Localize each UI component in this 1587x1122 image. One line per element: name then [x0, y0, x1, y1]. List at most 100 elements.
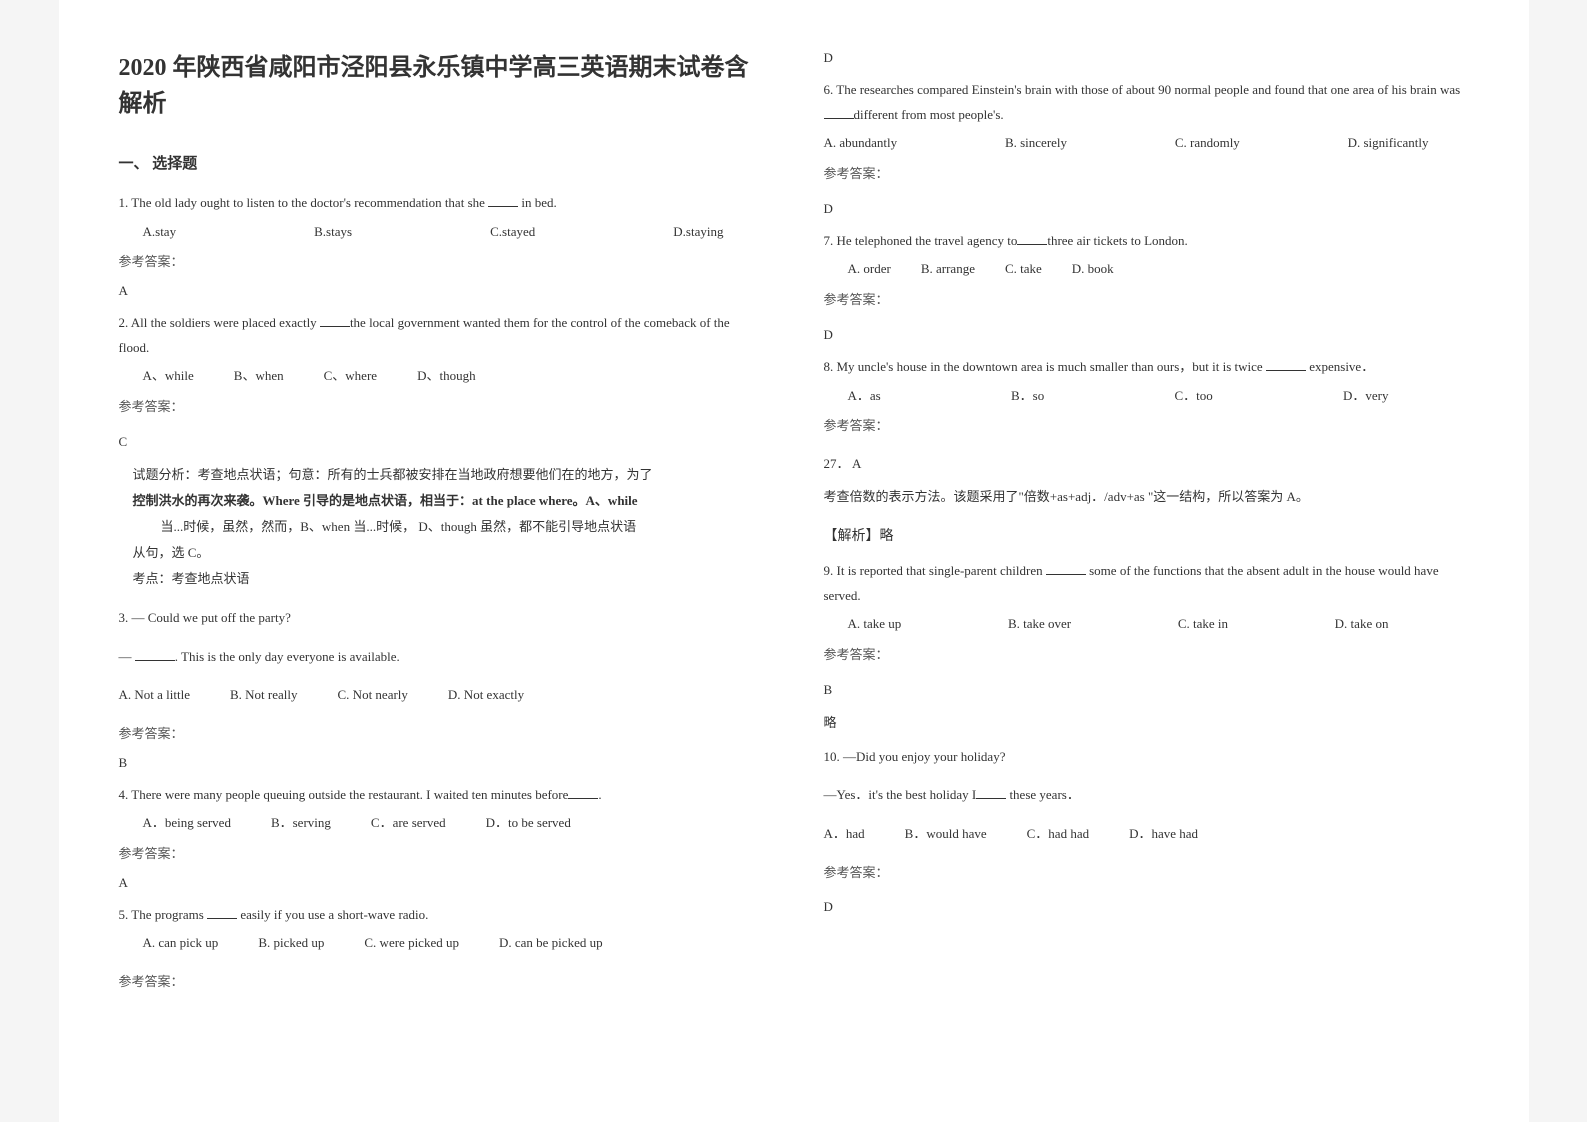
options: A、while B、when C、where D、though — [119, 364, 764, 389]
answer-7: D — [824, 327, 1469, 343]
answer-label: 参考答案： — [119, 395, 764, 420]
option-b: B. arrange — [921, 257, 975, 282]
text-pre: 5. The programs — [119, 907, 208, 922]
text-post: three air tickets to London. — [1047, 233, 1187, 248]
text-pre: 2. All the soldiers were placed exactly — [119, 315, 320, 330]
analysis-line: 试题分析：考查地点状语；句意：所有的士兵都被安排在当地政府想要他们在的地方，为了 — [133, 462, 764, 488]
answer-label: 参考答案： — [824, 414, 1469, 439]
option-c: C.stayed — [490, 220, 535, 245]
option-d: D. take on — [1335, 612, 1389, 637]
option-d: D. book — [1072, 257, 1114, 282]
analysis-2: 试题分析：考查地点状语；句意：所有的士兵都被安排在当地政府想要他们在的地方，为了… — [119, 462, 764, 592]
option-c: C．are served — [371, 811, 446, 836]
blank — [1046, 574, 1086, 575]
answer-9: B — [824, 682, 1469, 698]
option-b: B. picked up — [258, 931, 324, 956]
option-b: B. Not really — [230, 683, 298, 708]
answer-3: B — [119, 755, 764, 771]
text-pre: 6. The researches compared Einstein's br… — [824, 82, 1461, 97]
text-post: expensive． — [1306, 359, 1374, 374]
option-d: D．to be served — [486, 811, 571, 836]
question-1: 1. The old lady ought to listen to the d… — [119, 191, 764, 275]
question-text: 7. He telephoned the travel agency to thr… — [824, 229, 1469, 254]
text-pre: — — [119, 649, 135, 664]
question-3: 3. — Could we put off the party? — . Thi… — [119, 606, 764, 747]
options: A．had B．would have C．had had D．have had — [824, 822, 1469, 847]
option-b: B．serving — [271, 811, 331, 836]
option-c: C、where — [324, 364, 377, 389]
options: A. take up B. take over C. take in D. ta… — [824, 612, 1469, 637]
question-text: 9. It is reported that single-parent chi… — [824, 559, 1469, 608]
explanation-9: 略 — [824, 712, 1469, 731]
options: A. can pick up B. picked up C. were pick… — [119, 931, 764, 956]
option-c: C. take — [1005, 257, 1042, 282]
explanation-8: 考查倍数的表示方法。该题采用了"倍数+as+adj．/adv+as "这一结构，… — [824, 486, 1469, 505]
options: A. Not a little B. Not really C. Not nea… — [119, 683, 764, 708]
question-text-2: —Yes．it's the best holiday I these years… — [824, 783, 1469, 808]
option-b: B. take over — [1008, 612, 1071, 637]
options: A. abundantly B. sincerely C. randomly D… — [824, 131, 1469, 156]
option-a: A．as — [848, 384, 881, 409]
options: A. order B. arrange C. take D. book — [824, 257, 1469, 282]
analysis-line: 当...时候，虽然，然而，B、when 当...时候， D、though 虽然，… — [133, 514, 764, 540]
text-pre: 9. It is reported that single-parent chi… — [824, 563, 1046, 578]
option-d: D. Not exactly — [448, 683, 524, 708]
option-a: A．being served — [143, 811, 231, 836]
option-b: B．would have — [905, 822, 987, 847]
question-6: 6. The researches compared Einstein's br… — [824, 78, 1469, 187]
analysis-line: 考点：考查地点状语 — [133, 566, 764, 592]
options: A.stay B.stays C.stayed D.staying — [119, 220, 764, 245]
question-2: 2. All the soldiers were placed exactly … — [119, 311, 764, 420]
option-d: D．have had — [1129, 822, 1198, 847]
answer-8: 27． A — [824, 453, 1469, 472]
option-c: C. were picked up — [364, 931, 459, 956]
question-text: 1. The old lady ought to listen to the d… — [119, 191, 764, 216]
blank — [488, 206, 518, 207]
question-text-2: — . This is the only day everyone is ava… — [119, 645, 764, 670]
text-pre: 7. He telephoned the travel agency to — [824, 233, 1018, 248]
option-d: D. can be picked up — [499, 931, 603, 956]
answer-label: 参考答案： — [119, 970, 764, 995]
option-c: C．too — [1174, 384, 1212, 409]
answer-4: A — [119, 875, 764, 891]
bold-text: 控制洪水的再次来袭。Where 引导的是地点状语，相当于：at the plac… — [133, 493, 638, 508]
text-post: . — [598, 787, 601, 802]
text-pre: 8. My uncle's house in the downtown area… — [824, 359, 1266, 374]
question-text-1: 3. — Could we put off the party? — [119, 606, 764, 631]
option-c: C. Not nearly — [338, 683, 408, 708]
option-a: A.stay — [143, 220, 177, 245]
analysis-line: 控制洪水的再次来袭。Where 引导的是地点状语，相当于：at the plac… — [133, 488, 764, 514]
question-text: 2. All the soldiers were placed exactly … — [119, 311, 764, 360]
question-text: 5. The programs easily if you use a shor… — [119, 903, 764, 928]
option-c: C. randomly — [1175, 131, 1240, 156]
blank — [976, 798, 1006, 799]
option-a: A. abundantly — [824, 131, 898, 156]
option-a: A. Not a little — [119, 683, 191, 708]
text-post: these years． — [1006, 787, 1080, 802]
answer-5: D — [824, 50, 1469, 66]
option-d: D．very — [1343, 384, 1389, 409]
blank — [135, 660, 175, 661]
blank — [1017, 244, 1047, 245]
answer-label: 参考答案： — [119, 842, 764, 867]
question-9: 9. It is reported that single-parent chi… — [824, 559, 1469, 668]
option-b: B.stays — [314, 220, 352, 245]
question-10: 10. —Did you enjoy your holiday? —Yes．it… — [824, 745, 1469, 886]
analysis-line: 从句，选 C。 — [133, 540, 764, 566]
option-c: C. take in — [1178, 612, 1228, 637]
options: A．being served B．serving C．are served D．… — [119, 811, 764, 836]
option-a: A. order — [848, 257, 891, 282]
text-pre: 4. There were many people queuing outsid… — [119, 787, 569, 802]
text-pre: —Yes．it's the best holiday I — [824, 787, 977, 802]
question-text: 8. My uncle's house in the downtown area… — [824, 355, 1469, 380]
option-a: A、while — [143, 364, 194, 389]
blank — [1266, 370, 1306, 371]
page: 2020 年陕西省咸阳市泾阳县永乐镇中学高三英语期末试卷含解析 一、 选择题 1… — [59, 0, 1529, 1122]
option-d: D、though — [417, 364, 476, 389]
option-d: D.staying — [673, 220, 723, 245]
answer-label: 参考答案： — [824, 643, 1469, 668]
question-text-1: 10. —Did you enjoy your holiday? — [824, 745, 1469, 770]
text-post: easily if you use a short-wave radio. — [237, 907, 428, 922]
blank — [568, 798, 598, 799]
option-a: A. take up — [848, 612, 902, 637]
